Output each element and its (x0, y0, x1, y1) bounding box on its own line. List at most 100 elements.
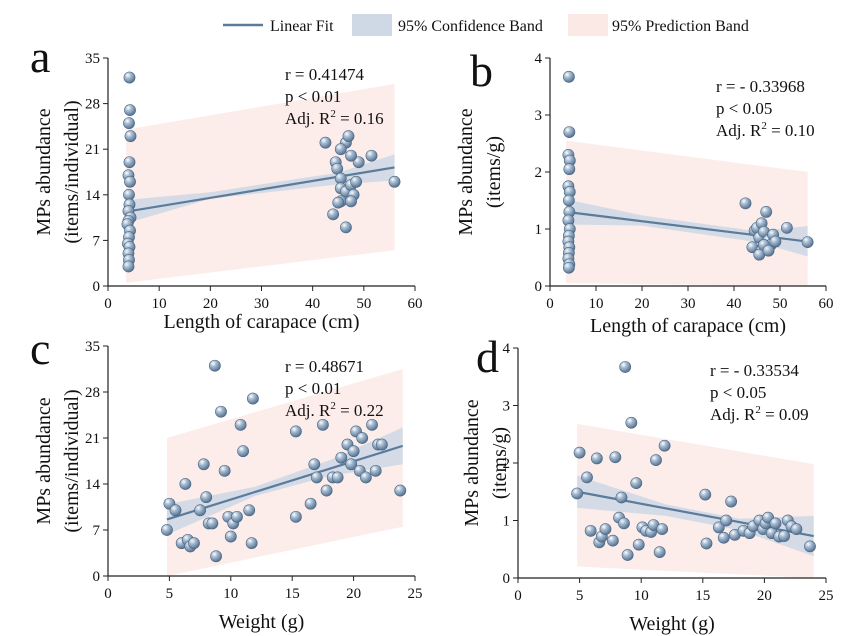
y-axis-title-line1: MPs abundance (455, 108, 477, 235)
x-axis-title: Length of carapace (cm) (590, 315, 786, 337)
y-axis-title-line2: (items/g) (483, 136, 505, 208)
x-tick-label: 40 (727, 296, 742, 312)
legend-fit-label: Linear Fit (270, 18, 334, 35)
x-tick-label: 5 (576, 588, 584, 604)
data-point (243, 504, 256, 517)
stat-adj-r2: Adj. R2 = 0.09 (710, 404, 809, 424)
data-point (369, 464, 382, 477)
data-point (304, 497, 317, 510)
plot-area (161, 359, 407, 576)
y-tick-label: 28 (85, 97, 100, 113)
stat-p: p < 0.05 (710, 383, 766, 402)
data-point (563, 163, 576, 176)
x-tick-label: 20 (757, 588, 772, 604)
y-axis-title-line1: MPs abundance (33, 397, 55, 524)
linear-fit-line (166, 444, 404, 521)
stat-p: p < 0.01 (285, 379, 341, 398)
data-point (316, 418, 329, 431)
data-point (562, 194, 575, 207)
data-point (653, 546, 666, 559)
plot-area (121, 71, 401, 283)
data-point (720, 514, 733, 527)
x-tick-label: 25 (408, 586, 423, 602)
panel-letter: d (476, 331, 499, 382)
x-axis-title: Weight (g) (219, 611, 305, 633)
x-tick-label: 0 (104, 586, 112, 602)
data-point (123, 71, 136, 84)
x-tick-label: 50 (773, 296, 788, 312)
stat-r: r = - 0.33534 (710, 361, 799, 380)
y-axis-title-line1: MPs abundance (461, 399, 483, 526)
y-axis-title-line2: (items/individual) (61, 389, 83, 532)
legend-prediction-swatch (568, 14, 608, 36)
data-point (234, 418, 247, 431)
data-point (717, 531, 730, 544)
legend: Linear Fit 95% Confidence Band 95% Predi… (223, 14, 749, 36)
data-point (762, 244, 775, 257)
data-point (200, 491, 213, 504)
data-point (327, 208, 340, 221)
data-point (334, 143, 347, 156)
x-tick-label: 25 (819, 588, 834, 604)
data-point (331, 471, 344, 484)
y-tick-label: 14 (85, 477, 101, 493)
y-tick-label: 35 (85, 51, 100, 67)
data-point (394, 484, 407, 497)
data-point (231, 510, 243, 523)
x-tick-label: 60 (408, 296, 423, 312)
data-point (347, 445, 360, 458)
data-point (388, 175, 401, 188)
data-point (161, 524, 173, 536)
prediction-band (125, 84, 395, 283)
y-axis-title-line1: MPs abundance (33, 108, 55, 235)
data-point (712, 521, 725, 534)
linear-fit-line (125, 166, 395, 213)
data-point (599, 523, 612, 536)
data-point (621, 549, 634, 561)
y-tick-label: 4 (535, 51, 543, 67)
x-tick-label: 5 (166, 586, 174, 602)
data-point (188, 537, 200, 550)
confidence-band (577, 475, 814, 557)
data-point (590, 452, 603, 465)
x-tick-label: 10 (152, 296, 167, 312)
plot-area (571, 361, 816, 578)
panel-letter: b (470, 45, 493, 96)
x-tick-label: 20 (346, 586, 361, 602)
x-tick-label: 10 (223, 586, 238, 602)
x-tick-label: 40 (305, 296, 320, 312)
data-point (781, 221, 793, 234)
stat-adj-r2: Adj. R2 = 0.22 (285, 400, 384, 420)
y-tick-label: 7 (93, 233, 101, 249)
data-point (208, 359, 221, 372)
data-point (606, 534, 619, 547)
x-tick-label: 50 (356, 296, 371, 312)
data-point (619, 361, 632, 373)
y-axis-title-line2: (items/individual) (61, 100, 83, 243)
prediction-band (166, 369, 403, 576)
data-point (224, 530, 237, 543)
data-point (375, 438, 388, 451)
legend-confidence-swatch (352, 14, 392, 36)
data-point (123, 156, 136, 169)
data-point (739, 197, 752, 210)
data-point (366, 418, 378, 431)
data-point (332, 196, 345, 209)
x-tick-label: 0 (104, 296, 112, 312)
data-point (245, 537, 258, 550)
y-axis-title-line2: (items/g) (489, 427, 511, 499)
y-tick-label: 35 (85, 339, 100, 355)
data-point (218, 464, 231, 477)
data-point (365, 149, 378, 162)
legend-prediction-label: 95% Prediction Band (612, 18, 749, 35)
data-point (352, 156, 365, 169)
data-point (609, 451, 622, 464)
data-point (562, 70, 575, 83)
data-point (632, 538, 645, 551)
y-tick-label: 2 (535, 165, 543, 181)
data-point (335, 451, 348, 464)
data-point (584, 524, 597, 537)
data-point (356, 432, 369, 444)
